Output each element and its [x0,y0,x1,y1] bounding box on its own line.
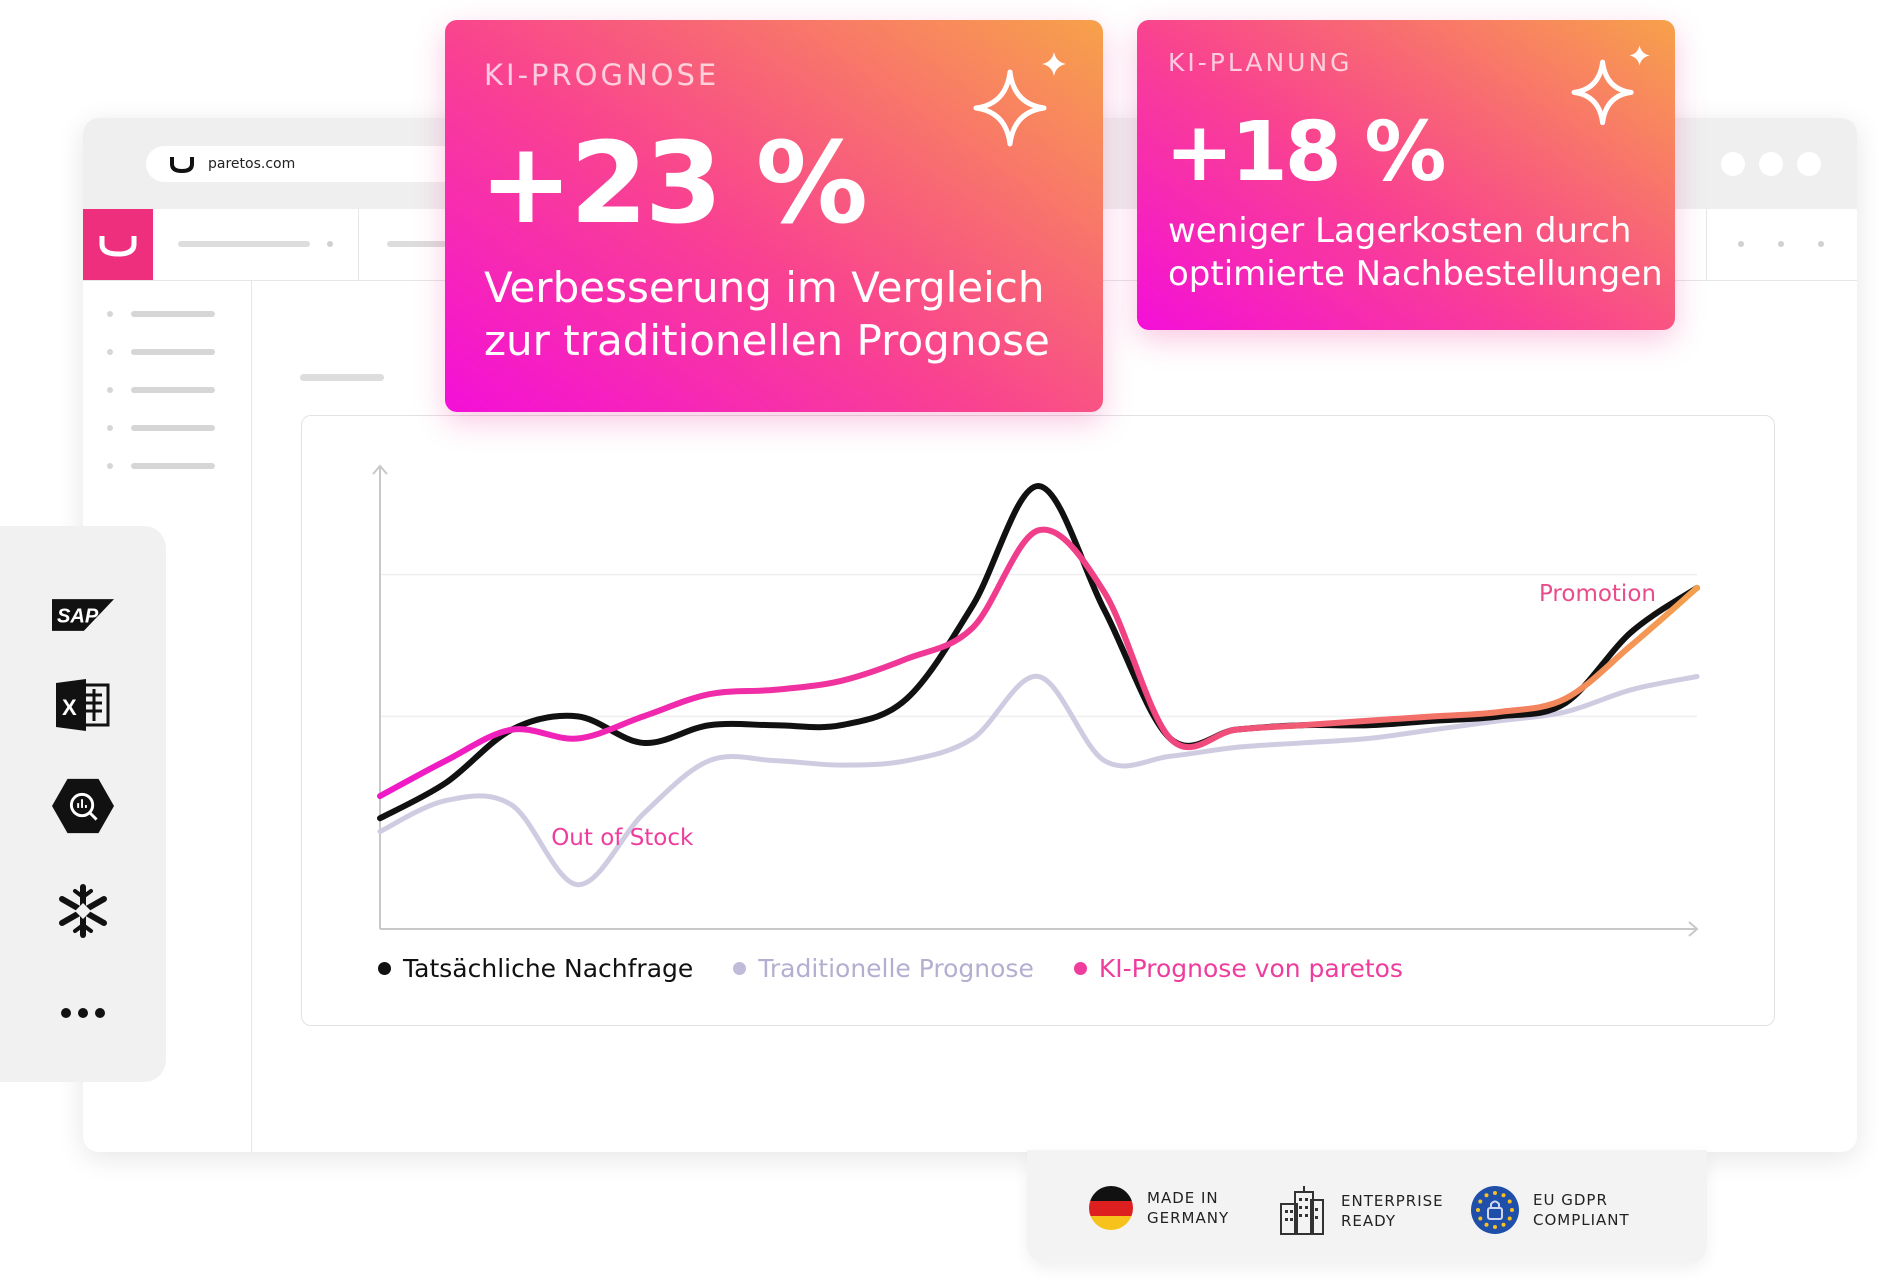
kpi-description-line: weniger Lagerkosten durch [1168,211,1632,251]
legend-item: Tatsächliche Nachfrage [378,954,693,983]
badge-text: EU GDPR [1533,1191,1608,1209]
badge-enterprise-ready: ENTERPRISE READY [1277,1186,1461,1236]
badge-text: ENTERPRISE [1341,1192,1444,1210]
series-ki-forecast-line [377,526,1700,800]
app-logo[interactable] [83,209,153,280]
paretos-logo-icon [99,235,137,257]
sidebar-item[interactable] [107,463,217,469]
data-connectors-panel: SAP X [0,526,166,1082]
x-axis-arrow [1688,921,1699,937]
kpi-value: +18 % [1165,105,1447,200]
content-title-placeholder [300,374,384,381]
nav-placeholder [178,241,310,247]
kpi-description: weniger Lagerkosten durch optimierte Nac… [1168,210,1663,295]
chart-legend: Tatsächliche Nachfrage Traditionelle Prog… [378,954,1403,983]
legend-label: Tatsächliche Nachfrage [403,954,694,983]
legend-label: Traditionelle Prognose [758,954,1034,983]
badge-text: MADE IN [1147,1189,1219,1207]
kpi-description-line: zur traditionellen Prognose [484,315,1050,365]
nav-divider [1706,209,1707,280]
kpi-value: +23 % [479,119,868,249]
window-controls [1721,152,1821,176]
svg-text:X: X [62,695,77,720]
sidebar-item[interactable] [107,387,217,393]
nav-menu-dot[interactable] [1738,241,1744,247]
sidebar-item[interactable] [107,349,217,355]
building-icon [1280,1186,1324,1235]
sap-icon[interactable]: SAP [52,586,114,644]
series-traditional-forecast-line [377,673,1700,888]
kpi-label: KI-PROGNOSE [484,58,720,92]
nav-divider [358,209,359,280]
snowflake-icon[interactable] [52,882,114,940]
paretos-logo-icon [170,157,194,174]
forecast-chart-card: Out of Stock Promotion Tatsächliche Nachf… [301,415,1775,1026]
legend-bullet [733,962,747,975]
window-dot-2[interactable] [1759,152,1783,176]
sparkle-icon [1571,45,1650,126]
badge-text: COMPLIANT [1533,1211,1630,1229]
sidebar-item[interactable] [107,425,217,431]
legend-bullet [1073,962,1087,975]
legend-item: KI-Prognose von paretos [1073,954,1403,983]
kpi-description: Verbesserung im Vergleich zur traditione… [484,262,1050,367]
window-dot-3[interactable] [1797,152,1821,176]
bigquery-icon[interactable] [52,777,114,835]
germany-flag-icon [1089,1186,1133,1230]
y-axis-arrow [372,464,388,475]
badge-text: GERMANY [1147,1209,1230,1227]
sparkle-icon [973,52,1066,147]
legend-item: Traditionelle Prognose [733,954,1034,983]
badge-text: READY [1341,1212,1397,1230]
kpi-card-planning: KI-PLANUNG +18 % weniger Lagerkosten dur… [1137,20,1675,330]
legend-bullet [378,962,391,975]
window-dot-1[interactable] [1721,152,1745,176]
kpi-label: KI-PLANUNG [1168,48,1353,77]
nav-placeholder [387,241,447,247]
url-text: paretos.com [208,156,296,172]
nav-menu-dot[interactable] [1778,241,1784,247]
badge-made-in-germany: MADE IN GERMANY [1089,1186,1267,1230]
series-actual-demand-line [377,482,1700,822]
legend-label: KI-Prognose von paretos [1098,954,1403,983]
forecast-chart: Out of Stock Promotion [372,464,1700,937]
excel-icon[interactable]: X [52,676,114,734]
kpi-card-forecast: KI-PROGNOSE +23 % Verbesserung im Vergle… [445,20,1103,412]
nav-dot [327,241,333,247]
more-icon[interactable] [52,984,114,1042]
kpi-description-line: optimierte Nachbestellungen [1168,253,1663,294]
kpi-description-line: Verbesserung im Vergleich [484,263,1045,312]
compliance-badges: MADE IN GERMANY ENTERPRISE READY [1027,1150,1707,1263]
sidebar-item[interactable] [107,311,217,317]
nav-menu-dot[interactable] [1818,241,1824,247]
badge-eu-gdpr: EU GDPR COMPLIANT [1471,1186,1653,1234]
svg-text:SAP: SAP [57,606,99,628]
eu-lock-icon [1471,1186,1519,1234]
chart-annotation: Out of Stock [551,825,694,851]
chart-annotation: Promotion [1539,581,1656,607]
